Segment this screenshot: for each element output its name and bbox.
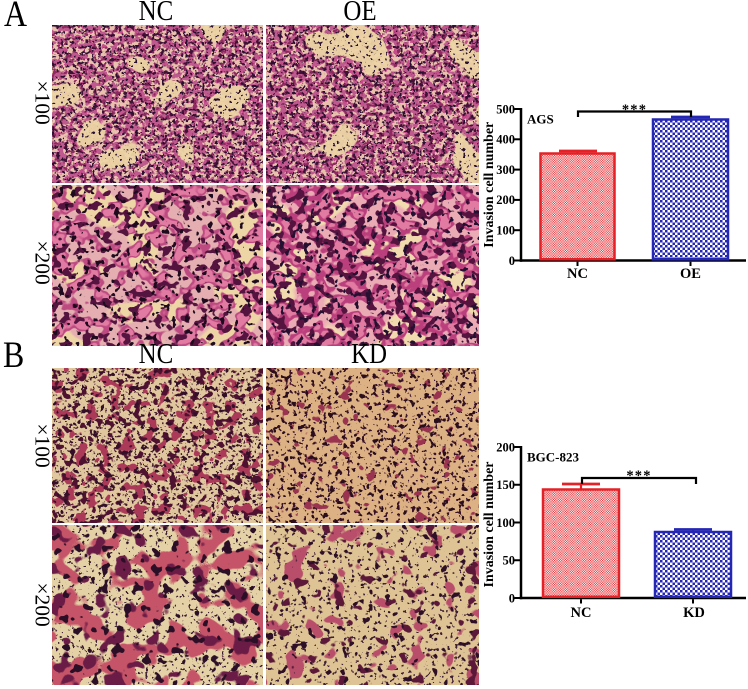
- svg-text:KD: KD: [683, 605, 705, 621]
- svg-text:NC: NC: [567, 266, 588, 282]
- svg-text:×200: ×200: [31, 240, 53, 284]
- svg-text:500: 500: [496, 102, 515, 116]
- svg-text:***: ***: [626, 468, 651, 484]
- svg-text:OE: OE: [680, 266, 701, 282]
- svg-text:AGS: AGS: [527, 112, 554, 127]
- svg-text:0: 0: [509, 591, 515, 605]
- svg-text:Invasion cell number: Invasion cell number: [482, 461, 497, 587]
- svg-text:×100: ×100: [31, 423, 53, 467]
- svg-text:100: 100: [496, 224, 515, 238]
- svg-text:Invasion cell number: Invasion cell number: [482, 122, 497, 248]
- svg-text:400: 400: [496, 133, 515, 147]
- svg-text:0: 0: [509, 254, 515, 268]
- svg-text:×200: ×200: [31, 582, 53, 626]
- svg-text:BGC-823: BGC-823: [527, 450, 580, 465]
- svg-text:100: 100: [496, 516, 515, 530]
- svg-text:200: 200: [496, 193, 515, 207]
- svg-text:300: 300: [496, 163, 515, 177]
- svg-text:***: ***: [622, 102, 647, 118]
- svg-text:200: 200: [496, 440, 515, 454]
- svg-text:NC: NC: [571, 605, 592, 621]
- svg-text:×100: ×100: [31, 80, 53, 124]
- svg-text:50: 50: [503, 554, 516, 568]
- svg-text:150: 150: [496, 478, 515, 492]
